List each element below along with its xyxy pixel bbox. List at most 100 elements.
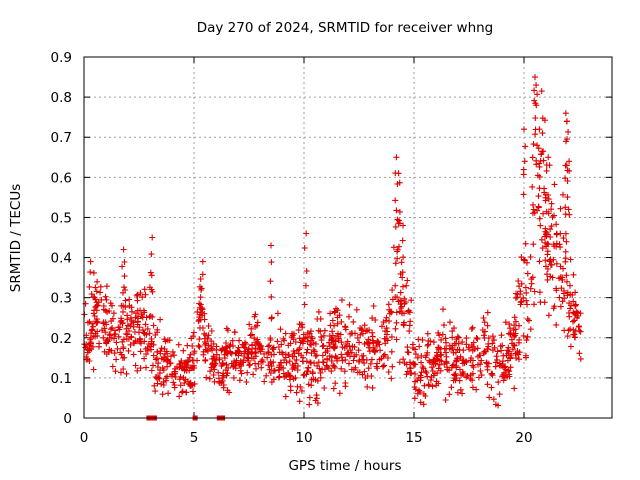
data-point xyxy=(121,284,127,291)
data-point xyxy=(342,356,349,363)
data-point xyxy=(370,303,377,309)
data-point xyxy=(356,339,363,346)
data-point xyxy=(459,339,466,346)
data-point xyxy=(191,362,197,369)
data-point xyxy=(481,319,488,326)
data-point xyxy=(500,377,507,384)
data-point xyxy=(265,349,272,355)
y-tick-label: 0.1 xyxy=(51,371,72,387)
data-point xyxy=(545,196,552,203)
data-point xyxy=(488,384,495,391)
data-point xyxy=(337,331,344,338)
data-point xyxy=(551,181,558,188)
data-point xyxy=(556,294,563,301)
data-point xyxy=(249,342,255,349)
data-point xyxy=(531,301,537,308)
data-point xyxy=(438,351,445,358)
data-point xyxy=(576,350,583,357)
data-point xyxy=(560,265,566,272)
data-point xyxy=(352,330,358,337)
data-point xyxy=(374,360,381,367)
data-point xyxy=(334,355,341,362)
data-point xyxy=(177,382,184,389)
data-point xyxy=(453,375,460,381)
data-point xyxy=(293,389,300,396)
data-point xyxy=(400,283,406,290)
data-point xyxy=(567,282,573,289)
data-point xyxy=(530,241,537,248)
data-point xyxy=(536,126,543,133)
data-point xyxy=(306,401,313,408)
data-point xyxy=(442,335,449,342)
data-point xyxy=(179,388,186,395)
data-point xyxy=(168,353,174,360)
data-point xyxy=(347,353,353,360)
data-point xyxy=(341,368,348,375)
data-point xyxy=(320,332,327,339)
data-point xyxy=(557,205,564,212)
data-point xyxy=(527,254,534,260)
data-point xyxy=(265,349,272,356)
data-point xyxy=(398,259,405,266)
data-point xyxy=(301,371,308,378)
data-point xyxy=(447,319,453,326)
data-point xyxy=(473,386,480,393)
data-point xyxy=(231,362,237,369)
data-point xyxy=(124,316,131,323)
data-point xyxy=(190,329,197,336)
data-point xyxy=(406,322,413,329)
data-point xyxy=(452,370,459,377)
data-point xyxy=(463,359,470,366)
data-point xyxy=(139,327,146,334)
data-point xyxy=(324,348,331,354)
data-point xyxy=(121,259,128,265)
data-point xyxy=(251,335,258,342)
data-point xyxy=(287,340,294,347)
data-point xyxy=(388,375,395,382)
data-point xyxy=(424,342,431,349)
data-point xyxy=(147,269,154,276)
data-point xyxy=(543,167,550,174)
data-point xyxy=(563,238,570,245)
data-point xyxy=(399,274,406,281)
data-point xyxy=(298,387,305,394)
data-point xyxy=(134,318,141,325)
data-point xyxy=(275,367,282,374)
data-point xyxy=(507,325,513,332)
data-point xyxy=(564,292,571,299)
data-point xyxy=(137,365,144,372)
data-point xyxy=(393,154,400,161)
data-point xyxy=(560,235,567,242)
data-point xyxy=(86,358,93,364)
data-point xyxy=(469,384,476,391)
data-point xyxy=(523,289,530,296)
data-point xyxy=(467,372,474,379)
data-point xyxy=(119,355,126,361)
data-point xyxy=(371,347,377,354)
data-point xyxy=(480,332,487,339)
data-point xyxy=(528,280,535,287)
data-point xyxy=(524,333,531,340)
data-point xyxy=(493,353,500,360)
data-point xyxy=(339,297,345,304)
data-point xyxy=(220,374,227,380)
data-point xyxy=(488,370,495,377)
data-point xyxy=(88,327,95,334)
data-point xyxy=(376,356,383,363)
data-point xyxy=(551,212,557,219)
y-tick-label: 0.6 xyxy=(51,170,72,186)
data-point xyxy=(431,356,438,363)
data-point xyxy=(567,305,574,312)
data-point xyxy=(224,387,231,394)
data-point xyxy=(338,354,345,361)
data-point xyxy=(283,359,290,366)
data-point xyxy=(88,291,95,297)
data-point xyxy=(418,352,425,359)
data-point xyxy=(315,308,322,315)
data-point xyxy=(397,289,404,296)
data-point xyxy=(420,391,427,397)
data-point xyxy=(441,322,447,329)
data-point xyxy=(553,221,560,228)
data-point xyxy=(540,210,547,217)
